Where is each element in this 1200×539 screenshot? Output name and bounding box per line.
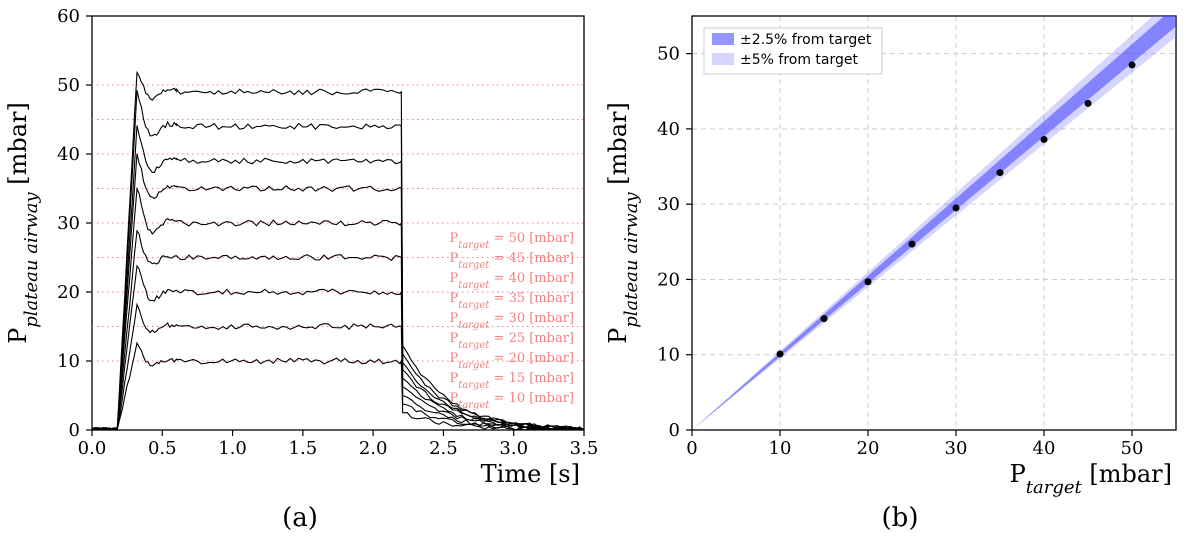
target-annotation: Ptarget = 25 [mbar]	[450, 331, 574, 351]
svg-text:50: 50	[1121, 438, 1144, 459]
svg-text:3.5: 3.5	[570, 438, 599, 459]
svg-text:20: 20	[57, 282, 80, 303]
data-point	[865, 278, 872, 285]
panel-b-svg: 0102030405001020304050Ptarget [mbar]Ppla…	[600, 0, 1200, 500]
svg-text:30: 30	[57, 213, 80, 234]
legend-swatch	[712, 53, 734, 65]
data-point	[909, 241, 916, 248]
svg-text:3.0: 3.0	[499, 438, 528, 459]
svg-text:0.0: 0.0	[78, 438, 107, 459]
legend-swatch	[712, 33, 734, 45]
panel-a-xlabel: Time [s]	[481, 460, 580, 488]
panel-b-xlabel: Ptarget [mbar]	[1010, 460, 1172, 498]
svg-text:0: 0	[69, 420, 80, 441]
data-point	[777, 350, 784, 357]
figure-root: 0.0 0.5 1.0 1.5 2.0 2.5 3.0 3.5 0 10 20 30 40 50 60 Pta…	[0, 0, 1200, 539]
svg-text:10: 10	[57, 351, 80, 372]
target-annotation: Ptarget = 15 [mbar]	[450, 371, 574, 391]
panel-a: 0.0 0.5 1.0 1.5 2.0 2.5 3.0 3.5 0 10 20 30 40 50 60 Pta…	[0, 0, 600, 539]
svg-text:20: 20	[857, 438, 880, 459]
svg-text:2.0: 2.0	[359, 438, 388, 459]
svg-text:30: 30	[945, 438, 968, 459]
svg-text:50: 50	[57, 75, 80, 96]
target-annotation: Ptarget = 40 [mbar]	[450, 271, 574, 291]
svg-text:10: 10	[657, 345, 680, 366]
svg-text:0: 0	[686, 438, 697, 459]
data-point	[821, 315, 828, 322]
data-point	[1129, 61, 1136, 68]
panel-a-svg: 0.0 0.5 1.0 1.5 2.0 2.5 3.0 3.5 0 10 20 30 40 50 60 Pta…	[0, 0, 600, 500]
panel-a-ylabel: Pplateau airway [mbar]	[4, 102, 42, 344]
data-point	[1085, 100, 1092, 107]
data-point	[953, 204, 960, 211]
target-annotation: Ptarget = 10 [mbar]	[450, 391, 574, 411]
svg-text:30: 30	[657, 194, 680, 215]
data-point	[997, 169, 1004, 176]
panel-b-caption: (b)	[600, 503, 1200, 533]
legend-label: ±2.5% from target	[740, 32, 872, 48]
target-annotation: Ptarget = 20 [mbar]	[450, 351, 574, 371]
svg-text:40: 40	[1033, 438, 1056, 459]
target-annotation: Ptarget = 45 [mbar]	[450, 251, 574, 271]
svg-text:0: 0	[669, 420, 680, 441]
panel-b: 0102030405001020304050Ptarget [mbar]Ppla…	[600, 0, 1200, 539]
svg-text:1.5: 1.5	[289, 438, 318, 459]
svg-text:1.0: 1.0	[218, 438, 247, 459]
svg-text:0.5: 0.5	[148, 438, 177, 459]
target-annotation: Ptarget = 35 [mbar]	[450, 291, 574, 311]
panel-a-caption: (a)	[0, 503, 600, 533]
svg-text:50: 50	[657, 44, 680, 65]
svg-text:20: 20	[657, 269, 680, 290]
svg-text:2.5: 2.5	[429, 438, 458, 459]
svg-text:10: 10	[769, 438, 792, 459]
svg-text:40: 40	[57, 144, 80, 165]
target-annotation: Ptarget = 30 [mbar]	[450, 311, 574, 331]
svg-text:40: 40	[657, 119, 680, 140]
svg-text:60: 60	[57, 6, 80, 27]
panel-b-ylabel: Pplateau airway [mbar]	[604, 102, 642, 344]
data-point	[1041, 136, 1048, 143]
target-annotation: Ptarget = 50 [mbar]	[450, 231, 574, 251]
legend-label: ±5% from target	[740, 52, 858, 68]
